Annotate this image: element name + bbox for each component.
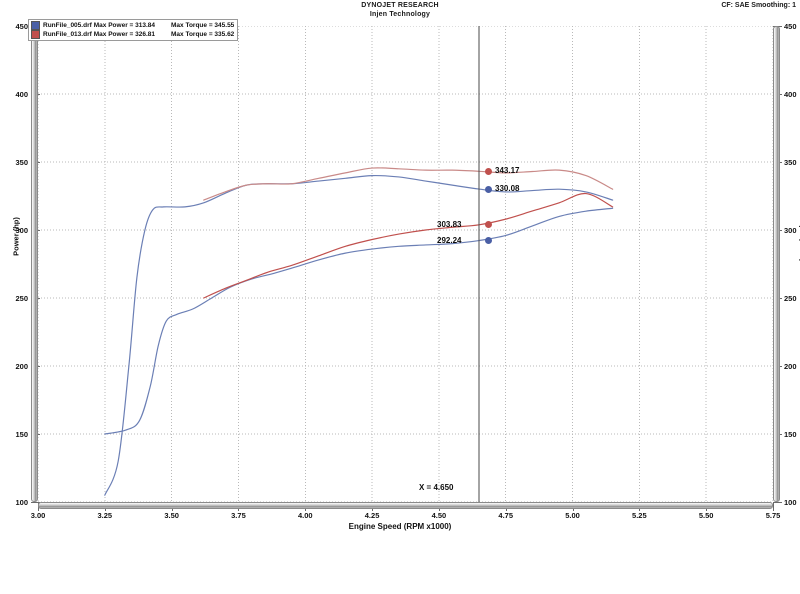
report-title: DYNOJET RESEARCH	[361, 2, 439, 9]
x-axis-bar	[38, 502, 773, 509]
y-tick-label-left: 200	[15, 362, 28, 371]
y-tick-label-right: 350	[784, 158, 797, 167]
x-axis-title: Engine Speed (RPM x1000)	[348, 522, 452, 531]
plot-area	[37, 25, 774, 503]
y-axis-left-title: Power (hp)	[11, 217, 21, 256]
x-tick-label: 4.00	[297, 511, 313, 520]
y-axis-right-bar	[773, 26, 780, 502]
y-tick-label-right: 450	[784, 22, 797, 31]
y-axis-left-bar	[31, 26, 38, 502]
x-tick-label: 4.75	[498, 511, 514, 520]
cursor-marker-torque-blue	[485, 185, 492, 193]
legend-item: RunFile_013.drf Max Power = 326.81 Max T…	[31, 30, 234, 39]
y-tick-label-left: 250	[15, 294, 28, 303]
y-tick-label-right: 400	[784, 90, 797, 99]
legend-file-run1: RunFile_005.drf	[43, 22, 92, 29]
axis-tick	[773, 502, 782, 503]
y-tick-label-right: 250	[784, 294, 797, 303]
x-tick-label: 3.75	[231, 511, 246, 520]
x-tick-label: 5.50	[698, 511, 714, 520]
x-tick-label: 3.00	[30, 511, 46, 520]
legend-swatch-run1	[31, 21, 40, 30]
cursor-readout-power-blue: 292.24	[437, 235, 462, 245]
x-tick-label: 5.75	[765, 511, 781, 520]
cursor-readout-torque-blue: 330.08	[495, 184, 520, 194]
y-tick-label-right: 300	[784, 226, 797, 235]
cursor-x-label: X = 4.650	[419, 483, 454, 492]
legend-maxtorque-run1: Max Torque = 345.55	[171, 22, 235, 29]
axis-tick	[773, 502, 774, 511]
y-tick-label-left: 400	[15, 90, 28, 99]
cursor-readout-torque-red: 343.17	[495, 166, 520, 176]
y-tick-label-left: 100	[15, 498, 28, 507]
legend-maxtorque-run2: Max Torque = 335.62	[171, 31, 235, 38]
y-tick-label-right: 150	[784, 430, 797, 439]
legend-item: RunFile_005.drf Max Power = 313.84 Max T…	[31, 21, 234, 30]
x-tick-label: 3.25	[97, 511, 113, 520]
y-tick-label-right: 100	[784, 498, 797, 507]
y-tick-label-left: 150	[15, 430, 28, 439]
legend-swatch-run2	[31, 30, 40, 39]
cursor-marker-torque-red	[485, 167, 492, 175]
chart-canvas	[37, 25, 774, 503]
x-tick-label: 3.50	[164, 511, 179, 520]
y-tick-label-left: 300	[15, 226, 28, 235]
axis-tick	[31, 502, 40, 503]
y-tick-label-left: 450	[15, 22, 28, 31]
y-tick-label-right: 200	[784, 362, 797, 371]
x-tick-label: 4.25	[364, 511, 380, 520]
legend-maxpower-run1: Max Power = 313.84	[93, 22, 156, 29]
cursor-marker-power-red	[485, 221, 492, 229]
report-subtitle: Injen Technology	[369, 11, 431, 18]
legend-maxpower-run2: Max Power = 326.81	[93, 31, 156, 38]
legend-file-run2: RunFile_013.drf	[43, 31, 92, 38]
correction-factor-info: CF: SAE Smoothing: 1	[721, 2, 796, 9]
cursor-readout-power-red: 303.83	[437, 219, 462, 229]
cursor-marker-power-blue	[485, 237, 492, 245]
y-tick-label-left: 350	[15, 158, 28, 167]
x-tick-label: 5.00	[565, 511, 580, 520]
chart-legend: RunFile_005.drf Max Power = 313.84 Max T…	[28, 19, 239, 41]
x-tick-label: 5.25	[632, 511, 647, 520]
x-tick-label: 4.50	[431, 511, 447, 520]
